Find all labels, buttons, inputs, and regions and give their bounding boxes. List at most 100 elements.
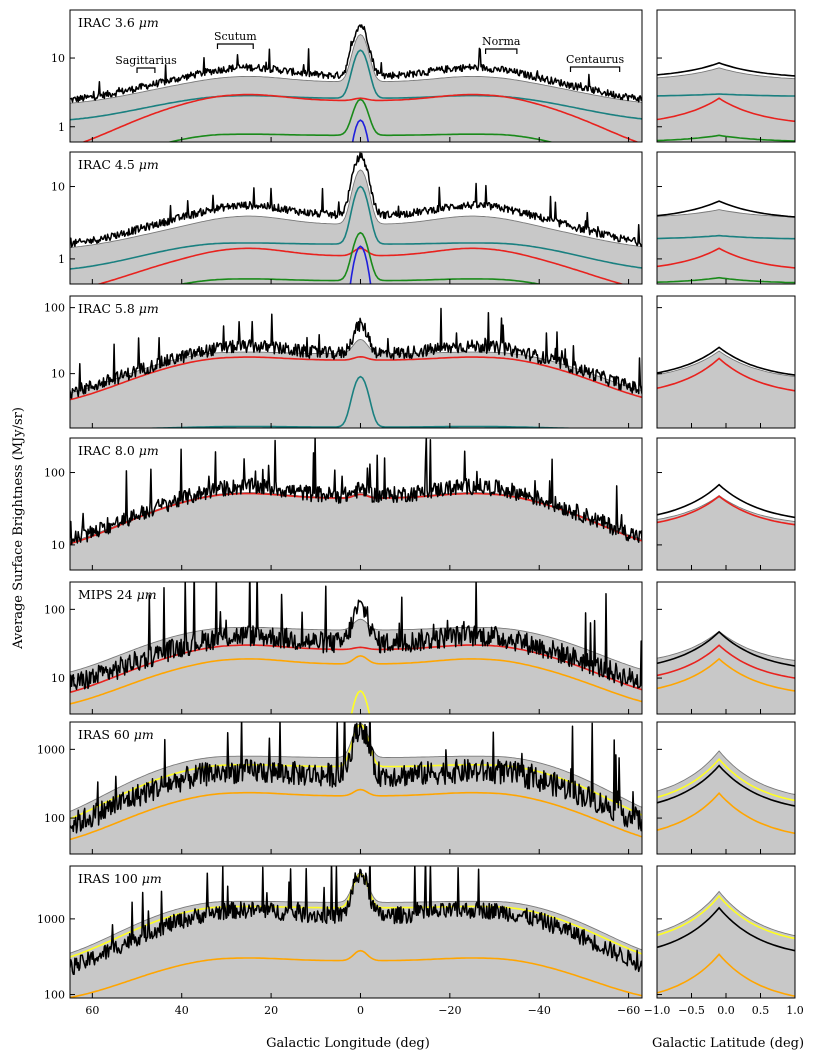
- lat-series-data: [657, 630, 795, 667]
- series-data: [70, 152, 642, 248]
- lat-series-model: [657, 350, 795, 378]
- x-tick-label: 60: [85, 1004, 99, 1017]
- series-red: [70, 356, 642, 401]
- annotation-label: Centaurus: [566, 53, 624, 66]
- panel-irac-8-0: 10 100 IRAC 8.0 μm: [44, 437, 796, 571]
- series-model-fill: [70, 492, 642, 570]
- panel-iras-60: 100 1000 IRAS 60 μm: [37, 721, 796, 855]
- series-green: [177, 231, 544, 284]
- annotation-label: Sagittarius: [115, 54, 177, 67]
- x-tick-label: −0.5: [678, 1004, 705, 1017]
- panel-irac-3-6: 1 10 IRAC 3.6 μm Sagittarius Scutum Norma Cent…: [51, 9, 796, 143]
- y-tick-label: 10: [51, 368, 65, 381]
- latitude-plot: [657, 62, 795, 142]
- lat-series-data: [657, 62, 795, 77]
- lat-series-orange: [657, 953, 795, 997]
- lat-series-yellow: [657, 894, 795, 940]
- lat-series-model-fill: [657, 750, 795, 854]
- longitude-plot: [70, 152, 642, 284]
- y-tick-label: 1000: [37, 913, 65, 926]
- latitude-plot: [657, 750, 795, 854]
- lat-series-data: [657, 906, 795, 952]
- series-data: [70, 582, 642, 692]
- y-tick-label: 100: [44, 603, 65, 616]
- y-tick-label: 100: [44, 302, 65, 315]
- y-tick-label: 1: [58, 121, 65, 134]
- axes-frame-left: [69, 581, 643, 715]
- panel-title: IRAC 4.5 μm: [78, 157, 159, 172]
- y-axis-label: Average Surface Brightness (MJy/sr): [11, 407, 26, 650]
- lat-series-data: [657, 200, 795, 218]
- x-tick-label: −40: [528, 1004, 551, 1017]
- panel-irac-5-8: 10 100 IRAC 5.8 μm: [44, 295, 796, 429]
- lat-series-model-fill: [657, 67, 795, 142]
- series-data: [70, 438, 642, 546]
- latitude-plot: [657, 630, 795, 714]
- longitude-plot: [70, 24, 642, 142]
- latitude-plot: [657, 890, 795, 998]
- series-green: [167, 98, 555, 142]
- x-tick-label: 0.0: [717, 1004, 735, 1017]
- annotation-label: Norma: [482, 35, 521, 48]
- series-blue: [349, 245, 372, 284]
- axes-frame-left: [69, 151, 643, 285]
- series-data: [70, 307, 642, 399]
- lat-series-green: [657, 134, 795, 142]
- axes-frame-left: [69, 295, 643, 429]
- longitude-plot: [70, 722, 642, 854]
- series-model-fill: [70, 169, 642, 284]
- series-model: [70, 34, 642, 104]
- longitude-plot: [70, 582, 642, 714]
- x-axis-label-longitude: Galactic Longitude (deg): [266, 1036, 430, 1051]
- x-tick-label: 0: [357, 1004, 364, 1017]
- y-tick-label: 1000: [37, 743, 65, 756]
- x-tick-label: −60: [617, 1004, 640, 1017]
- lat-series-orange: [657, 792, 795, 835]
- axes-frame-left: [69, 721, 643, 855]
- lat-series-model: [657, 495, 795, 523]
- lat-series-red: [657, 357, 795, 392]
- panel-iras-100: 100 1000 IRAS 100 μm: [37, 865, 796, 1002]
- x-tick-label: 1.0: [786, 1004, 804, 1017]
- lat-series-red: [657, 495, 795, 526]
- x-tick-label: 0.5: [752, 1004, 770, 1017]
- annotation-label: Scutum: [214, 30, 257, 43]
- latitude-plot: [657, 346, 795, 428]
- lat-series-model-fill: [657, 209, 795, 284]
- lat-series-yellow: [657, 758, 795, 802]
- series-orange: [70, 949, 642, 998]
- panel-mips-24: 10 100 MIPS 24 μm: [44, 581, 796, 715]
- annotation-bracket: [216, 43, 254, 49]
- y-tick-label: 1: [58, 253, 65, 266]
- lat-series-model-fill: [657, 631, 795, 714]
- lat-series-red: [657, 644, 795, 679]
- series-model-fill: [70, 723, 642, 854]
- panel-title: IRAS 60 μm: [78, 727, 154, 742]
- longitude-plot: [70, 866, 642, 998]
- lat-series-model: [657, 67, 795, 80]
- y-tick-label: 10: [51, 539, 65, 552]
- series-orange: [70, 655, 642, 705]
- lat-series-model: [657, 890, 795, 937]
- lat-series-data: [657, 483, 795, 519]
- series-data: [70, 866, 642, 976]
- y-tick-label: 10: [51, 181, 65, 194]
- lat-series-red: [657, 97, 795, 123]
- lat-series-teal: [657, 93, 795, 97]
- axes-frame-left: [69, 9, 643, 143]
- latitude-plot: [657, 200, 795, 284]
- lat-series-model: [657, 209, 795, 218]
- lat-series-orange: [657, 657, 795, 692]
- series-model-fill: [70, 872, 642, 998]
- y-tick-label: 100: [44, 467, 65, 480]
- y-tick-label: 10: [51, 52, 65, 65]
- x-tick-label: −1.0: [644, 1004, 671, 1017]
- annotation-bracket: [136, 67, 156, 73]
- x-axis-label-latitude: Galactic Latitude (deg): [652, 1036, 804, 1051]
- series-blue: [351, 119, 370, 142]
- lat-series-data: [657, 346, 795, 376]
- lat-series-teal: [657, 234, 795, 240]
- x-tick-label: 20: [264, 1004, 278, 1017]
- lat-series-model: [657, 750, 795, 795]
